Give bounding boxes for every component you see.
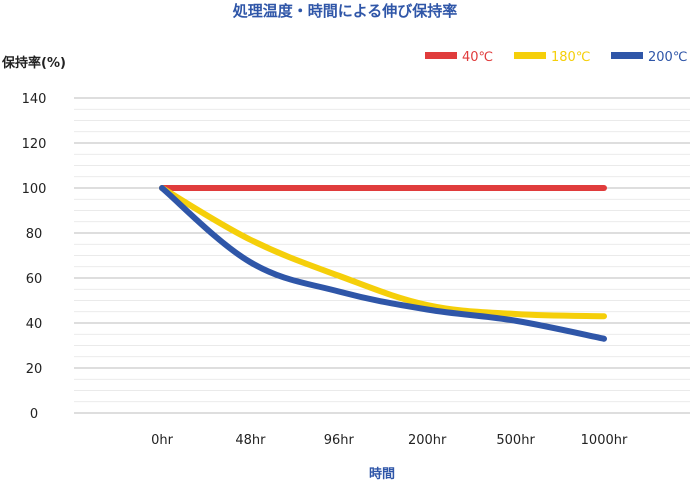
legend-label: 180℃ (551, 50, 590, 65)
x-tick-label: 500hr (496, 433, 535, 448)
gridlines (74, 97, 690, 414)
x-axis-title: 時間 (369, 466, 395, 481)
legend: 40℃ 180℃ 200℃ (425, 50, 687, 65)
legend-label: 200℃ (648, 50, 687, 65)
series-line-2 (159, 185, 607, 342)
y-tick-label: 80 (26, 227, 43, 242)
series-lines (159, 184, 607, 342)
y-tick-label: 60 (26, 272, 43, 287)
legend-swatch (514, 52, 546, 59)
legend-label: 40℃ (462, 50, 493, 65)
x-axis-ticks: 0hr 48hr 96hr 200hr 500hr 1000hr (151, 433, 628, 448)
series-line-1 (159, 185, 607, 320)
x-tick-label: 0hr (151, 433, 174, 448)
y-axis-ticks: 0 20 40 60 80 100 120 140 (22, 92, 47, 422)
y-axis-title: 保持率(%) (1, 55, 66, 71)
legend-swatch (611, 52, 643, 59)
chart-title: 処理温度・時間による伸び保持率 (232, 2, 458, 20)
x-tick-label: 48hr (235, 433, 266, 448)
y-tick-label: 0 (30, 407, 38, 422)
legend-swatch (425, 52, 457, 59)
y-tick-label: 100 (22, 182, 47, 197)
x-tick-label: 200hr (408, 433, 447, 448)
y-tick-label: 120 (22, 137, 47, 152)
y-tick-label: 20 (26, 362, 43, 377)
x-tick-label: 96hr (324, 433, 355, 448)
y-tick-label: 40 (26, 317, 43, 332)
x-tick-label: 1000hr (581, 433, 628, 448)
y-tick-label: 140 (22, 92, 47, 107)
